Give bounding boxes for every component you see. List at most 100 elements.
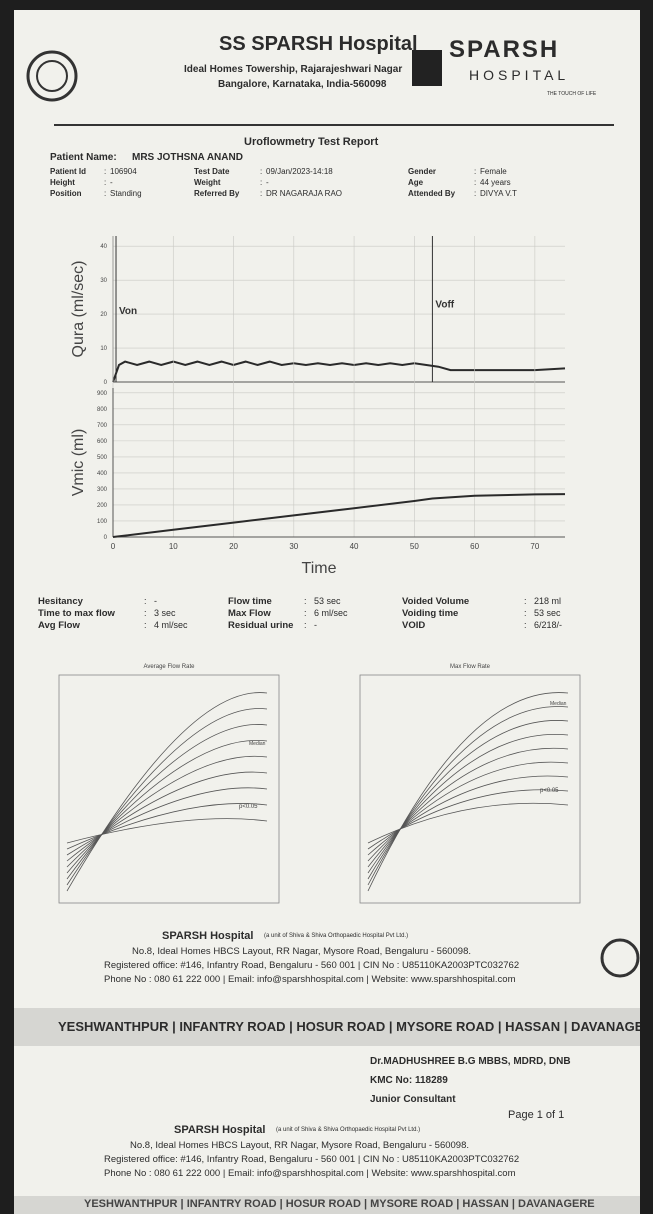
field-value: 106904 <box>110 168 137 176</box>
y-tick-label: 700 <box>97 423 108 429</box>
field-value: Female <box>480 168 507 176</box>
field-separator: : <box>260 190 262 198</box>
x-axis-label: Time <box>302 560 337 577</box>
field-label: Test Date <box>194 168 229 176</box>
result-label: Avg Flow <box>38 621 80 631</box>
footer-name: SPARSH Hospital <box>174 1125 265 1136</box>
percentile-curve <box>368 720 568 879</box>
page-number: Page 1 of 1 <box>508 1110 564 1121</box>
footer-emblem <box>602 940 638 976</box>
address: Ideal Homes Towership, Rajarajeshwari Na… <box>184 65 402 75</box>
footer-name: SPARSH Hospital <box>162 931 253 942</box>
x-tick-label: 10 <box>169 542 178 551</box>
result-value: 6 ml/sec <box>314 609 348 618</box>
y-axis-label: Qura (ml/sec) <box>70 261 87 358</box>
footer-contact: Phone No : 080 61 222 000 | Email: info@… <box>104 975 516 985</box>
field-label: Referred By <box>194 190 239 198</box>
result-separator: : <box>304 621 307 630</box>
y-tick-label: 0 <box>104 535 108 541</box>
x-tick-label: 70 <box>530 542 539 551</box>
data-line <box>113 494 565 537</box>
nomogram-frame <box>59 675 279 903</box>
nomogram-title: Average Flow Rate <box>144 664 196 670</box>
logo-tagline: THE TOUCH OF LIFE <box>547 92 596 97</box>
field-separator: : <box>104 179 106 187</box>
field-separator: : <box>474 190 476 198</box>
field-label: Patient Id <box>50 168 86 176</box>
y-tick-label: 600 <box>97 439 108 445</box>
result-label: Hesitancy <box>38 597 83 607</box>
x-tick-label: 60 <box>470 542 479 551</box>
y-tick-label: 300 <box>97 487 108 493</box>
result-separator: : <box>524 609 527 618</box>
x-tick-label: 20 <box>229 542 238 551</box>
result-label: Voided Volume <box>402 597 469 607</box>
doctor-role: Junior Consultant <box>370 1095 456 1105</box>
result-value: 4 ml/sec <box>154 621 188 630</box>
emblem-inner <box>37 61 67 91</box>
x-tick-label: 30 <box>289 542 298 551</box>
y-tick-label: 900 <box>97 391 108 397</box>
result-label: Residual urine <box>228 621 293 631</box>
field-label: Gender <box>408 168 436 176</box>
field-separator: : <box>260 179 262 187</box>
field-separator: : <box>104 168 106 176</box>
percentile-curve <box>67 693 267 891</box>
field-label: Age <box>408 179 423 187</box>
result-label: Flow time <box>228 597 272 607</box>
y-tick-label: 0 <box>104 380 108 386</box>
y-tick-label: 30 <box>100 278 107 284</box>
percentile-curve <box>368 748 568 867</box>
result-separator: : <box>524 621 527 630</box>
result-label: Time to max flow <box>38 609 115 619</box>
result-value: - <box>154 597 157 606</box>
median-label: Median <box>249 741 266 747</box>
field-label: Position <box>50 190 82 198</box>
field-separator: : <box>104 190 106 198</box>
field-value: 44 years <box>480 179 511 187</box>
percentile-curve <box>368 790 568 849</box>
result-label: VOID <box>402 621 425 631</box>
percentile-curve <box>67 740 267 873</box>
field-label: Attended By <box>408 190 455 198</box>
field-separator: : <box>260 168 262 176</box>
logo-sub: HOSPITAL <box>469 68 569 82</box>
branches: YESHWANTHPUR | INFANTRY ROAD | HOSUR ROA… <box>58 1020 640 1033</box>
branches: YESHWANTHPUR | INFANTRY ROAD | HOSUR ROA… <box>84 1199 595 1210</box>
y-tick-label: 10 <box>100 346 107 352</box>
patient-name: MRS JOTHSNA ANAND <box>132 153 243 163</box>
patient-name-label: Patient Name: <box>50 153 117 163</box>
footer-registered: Registered office: #146, Infantry Road, … <box>104 1155 519 1165</box>
result-separator: : <box>304 609 307 618</box>
median-label: Median <box>550 701 567 707</box>
doctor-name: Dr.MADHUSHREE B.G MBBS, MDRD, DNB <box>370 1057 571 1067</box>
percentile-curve <box>67 724 267 879</box>
annotation: Voff <box>435 299 454 310</box>
result-separator: : <box>524 597 527 606</box>
address: Bangalore, Karnataka, India-560098 <box>218 80 386 90</box>
result-label: Voiding time <box>402 609 458 619</box>
result-separator: : <box>144 609 147 618</box>
footer-registered: Registered office: #146, Infantry Road, … <box>104 961 519 971</box>
nomogram-title: Max Flow Rate <box>450 664 491 670</box>
result-separator: : <box>304 597 307 606</box>
report-page: 010203040Qura (ml/sec)VonVoff01002003004… <box>14 10 640 1214</box>
percentile-curve <box>368 762 568 861</box>
p-label: p<0.05 <box>540 788 559 794</box>
field-label: Weight <box>194 179 221 187</box>
result-separator: : <box>144 597 147 606</box>
logo-mark <box>412 50 442 86</box>
percentile-curve <box>368 776 568 855</box>
logo-name: SPARSH <box>449 38 559 62</box>
p-label: p<0.05 <box>239 804 258 810</box>
footer-address: No.8, Ideal Homes HBCS Layout, RR Nagar,… <box>132 947 471 957</box>
y-axis-label: Vmic (ml) <box>70 429 87 497</box>
field-value: 09/Jan/2023-14:18 <box>266 168 333 176</box>
percentile-curve <box>368 706 568 885</box>
screenshot: 010203040Qura (ml/sec)VonVoff01002003004… <box>0 0 653 1214</box>
footer-contact: Phone No : 080 61 222 000 | Email: info@… <box>104 1169 516 1179</box>
result-separator: : <box>144 621 147 630</box>
field-value: DIVYA V.T <box>480 190 517 198</box>
y-tick-label: 20 <box>100 312 107 318</box>
